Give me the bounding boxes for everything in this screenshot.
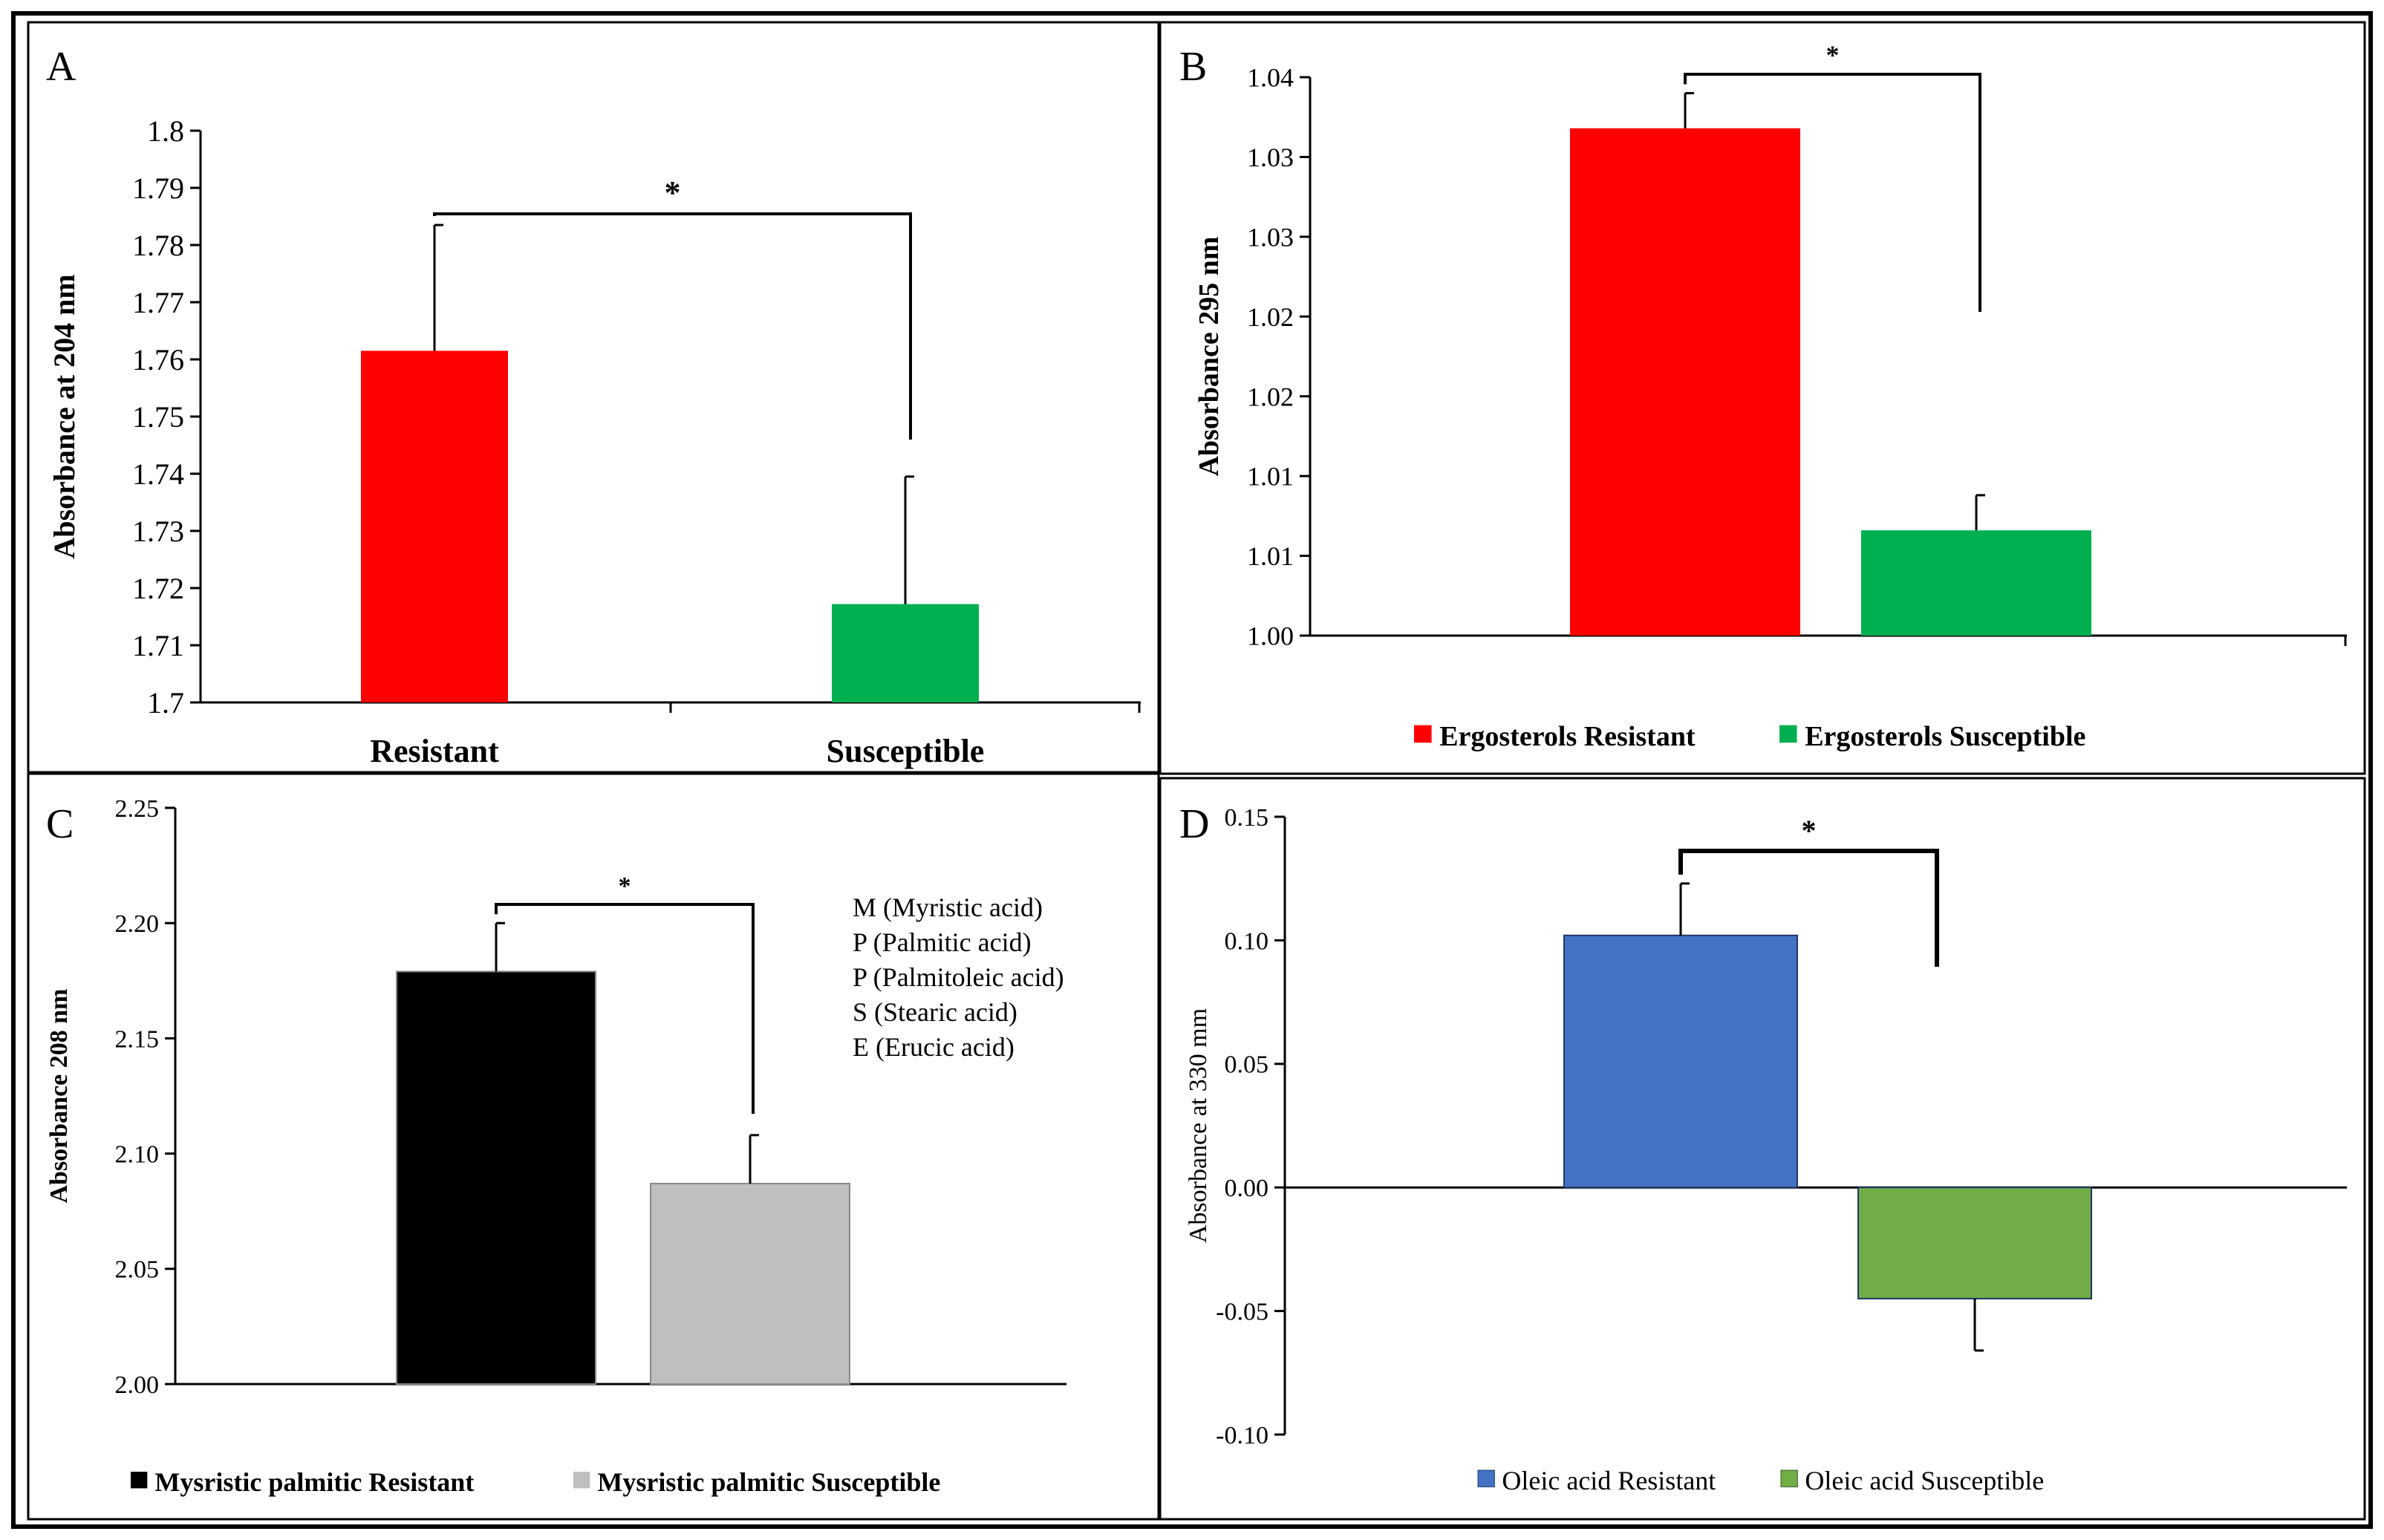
significance-marker: * bbox=[619, 872, 631, 900]
significance-marker: * bbox=[1826, 40, 1840, 70]
legend-swatch bbox=[1780, 1469, 1798, 1487]
y-tick-label: 2.00 bbox=[115, 1371, 160, 1399]
legend-label: Ergosterols Susceptible bbox=[1805, 721, 2085, 752]
y-tick-label: 2.20 bbox=[115, 910, 160, 938]
y-tick-label: 1.72 bbox=[132, 572, 184, 605]
y-tick-label: -0.10 bbox=[1216, 1422, 1268, 1449]
y-tick-label: 1.02 bbox=[1247, 382, 1294, 411]
panel-letter-d: D bbox=[1179, 801, 1209, 847]
panel-letter-b: B bbox=[1179, 44, 1207, 90]
y-tick-label: 1.01 bbox=[1247, 462, 1294, 492]
y-tick-label: 2.15 bbox=[115, 1025, 160, 1053]
annotation-note: E (Erucic acid) bbox=[853, 1032, 1014, 1062]
y-tick-label: 1.76 bbox=[132, 343, 184, 376]
y-tick-label: 0.00 bbox=[1225, 1175, 1269, 1202]
legend-label: Mysristic palmitic Resistant bbox=[154, 1467, 474, 1497]
y-tick-label: 1.75 bbox=[132, 400, 184, 434]
legend-label: Oleic acid Resistant bbox=[1502, 1466, 1716, 1495]
legend-label: Mysristic palmitic Susceptible bbox=[597, 1467, 940, 1497]
y-tick-label: 1.77 bbox=[132, 286, 184, 319]
x-category-label: Susceptible bbox=[827, 733, 985, 769]
x-category-label: Resistant bbox=[370, 733, 499, 769]
y-tick-label: 1.02 bbox=[1247, 302, 1294, 332]
bar bbox=[832, 604, 979, 702]
chart-panel-d: -0.10 -0.05 0.00 0.05 0.10 0.15 Absorbance at … bbox=[1185, 804, 2347, 1495]
panel-a-frame bbox=[27, 21, 1160, 774]
panel-letter-a: A bbox=[46, 44, 76, 90]
legend-swatch bbox=[131, 1472, 148, 1489]
bar bbox=[361, 350, 508, 702]
y-tick-label: 1.78 bbox=[132, 229, 184, 262]
legend-label: Ergosterols Resistant bbox=[1439, 721, 1696, 752]
y-tick-label: 0.15 bbox=[1225, 804, 1269, 832]
y-axis-label: Absorbance 295 nm bbox=[1193, 236, 1225, 476]
y-tick-label: 1.00 bbox=[1247, 621, 1294, 651]
bar bbox=[1563, 934, 1798, 1189]
panel-letter-c: C bbox=[46, 801, 74, 847]
y-tick-label: 0.05 bbox=[1225, 1051, 1269, 1079]
bar bbox=[1570, 128, 1800, 636]
legend-swatch bbox=[1477, 1469, 1495, 1487]
legend-swatch bbox=[1779, 725, 1797, 743]
y-tick-label: 0.10 bbox=[1225, 927, 1269, 955]
y-axis-label: Absorbance at 204 nm bbox=[48, 274, 81, 558]
significance-marker: * bbox=[1802, 814, 1817, 847]
significance-bracket bbox=[495, 903, 755, 1114]
bar bbox=[1861, 530, 2091, 636]
annotation-note: S (Stearic acid) bbox=[853, 997, 1017, 1027]
y-tick-label: 1.79 bbox=[132, 172, 184, 205]
y-tick-label: 1.8 bbox=[147, 114, 184, 148]
legend-swatch bbox=[573, 1472, 590, 1489]
significance-marker: * bbox=[665, 174, 681, 211]
chart-panel-b: 1.00 1.01 1.01 1.02 1.02 1.03 1.03 1.04 Absorban… bbox=[1193, 40, 2347, 752]
y-tick-label: 1.74 bbox=[132, 457, 184, 491]
annotation-note: M (Myristic acid) bbox=[853, 893, 1043, 922]
significance-bracket bbox=[1684, 73, 1981, 312]
y-tick-label: 1.04 bbox=[1247, 63, 1294, 93]
bar bbox=[650, 1182, 850, 1386]
y-tick-label: 1.03 bbox=[1247, 222, 1294, 252]
annotation-note: P (Palmitic acid) bbox=[853, 927, 1032, 957]
y-axis-label: Absorbance 208 nm bbox=[45, 988, 73, 1203]
y-tick-label: 2.25 bbox=[115, 795, 160, 823]
significance-bracket bbox=[433, 212, 912, 440]
y-tick-label: 2.05 bbox=[115, 1256, 160, 1284]
panel-d-frame bbox=[1159, 777, 2366, 1521]
y-axis-label: Absorbance at 330 mm bbox=[1185, 1008, 1212, 1243]
significance-bracket bbox=[1678, 849, 1939, 967]
y-tick-label: 1.71 bbox=[132, 629, 184, 662]
y-tick-label: 1.03 bbox=[1247, 143, 1294, 172]
bar bbox=[1857, 1187, 2092, 1299]
y-tick-label: 2.10 bbox=[115, 1141, 160, 1169]
panel-c-frame bbox=[27, 772, 1160, 1521]
chart-panel-c: 2.00 2.05 2.10 2.15 2.20 2.25 Absorbance 208 n… bbox=[45, 795, 1066, 1497]
panel-b-frame bbox=[1159, 21, 2366, 775]
figure-border bbox=[11, 11, 2373, 1529]
y-tick-label: 1.7 bbox=[147, 686, 184, 720]
chart-panel-a: 1.7 1.71 1.72 1.73 1.74 1.75 1.76 1.77 1.78 1.79 1… bbox=[48, 114, 1141, 769]
y-tick-label: 1.73 bbox=[132, 515, 184, 548]
y-tick-label: -0.05 bbox=[1216, 1299, 1268, 1326]
annotation-note: P (Palmitoleic acid) bbox=[853, 962, 1064, 992]
bar bbox=[396, 970, 596, 1386]
legend-label: Oleic acid Susceptible bbox=[1805, 1466, 2044, 1495]
y-tick-label: 1.01 bbox=[1247, 541, 1294, 571]
legend-swatch bbox=[1414, 725, 1432, 743]
